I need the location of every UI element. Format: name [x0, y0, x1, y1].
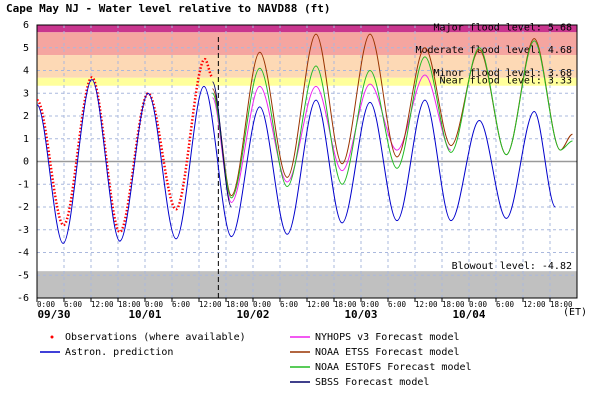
- y-tick-label: 3: [23, 88, 29, 99]
- x-tick-label: 0:00: [253, 300, 272, 309]
- date-label: 10/02: [236, 308, 269, 321]
- x-tick-label: 6:00: [64, 300, 83, 309]
- y-tick-label: 5: [23, 43, 29, 54]
- x-tick-label: 12:00: [523, 300, 546, 309]
- time-zone-label: (ET): [563, 307, 587, 318]
- y-tick-label: 0: [23, 157, 29, 168]
- threshold-band: [37, 25, 577, 33]
- y-tick-label: 1: [23, 134, 29, 145]
- x-tick-label: 12:00: [307, 300, 330, 309]
- legend-label: NOAA ESTOFS Forecast model: [315, 362, 472, 373]
- legend-marker: [50, 335, 54, 339]
- x-tick-label: 18:00: [442, 300, 465, 309]
- x-tick-label: 12:00: [91, 300, 114, 309]
- legend-label: Observations (where available): [65, 332, 246, 343]
- series-line: [212, 74, 452, 203]
- series-line: [36, 79, 556, 244]
- threshold-label: Blowout level: -4.82: [452, 261, 572, 272]
- y-tick-label: -3: [17, 225, 29, 236]
- x-tick-label: 0:00: [145, 300, 164, 309]
- x-tick-label: 0:00: [469, 300, 488, 309]
- x-tick-label: 6:00: [388, 300, 407, 309]
- y-tick-label: 4: [23, 66, 29, 77]
- series-line: [35, 57, 214, 234]
- y-tick-label: -6: [17, 293, 29, 304]
- series-line: [212, 81, 232, 208]
- y-tick-label: 2: [23, 111, 29, 122]
- x-tick-label: 6:00: [496, 300, 515, 309]
- series-line: [212, 40, 573, 199]
- x-tick-label: 6:00: [280, 300, 299, 309]
- chart-title: Cape May NJ - Water level relative to NA…: [6, 2, 331, 15]
- x-tick-label: 18:00: [226, 300, 249, 309]
- x-tick-label: 18:00: [334, 300, 357, 309]
- legend-label: Astron. prediction: [65, 347, 173, 358]
- date-label: 10/03: [344, 308, 377, 321]
- legend-label: SBSS Forecast model: [315, 377, 429, 388]
- x-tick-label: 6:00: [172, 300, 191, 309]
- date-label: 10/01: [128, 308, 161, 321]
- legend-label: NYHOPS v3 Forecast model: [315, 332, 460, 343]
- x-tick-label: 12:00: [415, 300, 438, 309]
- y-tick-label: -2: [17, 202, 29, 213]
- threshold-label: Moderate flood level: 4.68: [415, 45, 572, 56]
- y-tick-label: -1: [17, 179, 29, 190]
- threshold-label: Near flood level: 3.33: [440, 76, 572, 87]
- legend-label: NOAA ETSS Forecast model: [315, 347, 460, 358]
- x-tick-label: 18:00: [550, 300, 573, 309]
- threshold-label: Major flood level: 5.68: [434, 22, 572, 33]
- x-tick-label: 0:00: [37, 300, 56, 309]
- y-tick-label: -4: [17, 248, 29, 259]
- x-tick-label: 18:00: [118, 300, 141, 309]
- y-tick-label: -5: [17, 270, 29, 281]
- date-label: 10/04: [452, 308, 485, 321]
- x-tick-label: 0:00: [361, 300, 380, 309]
- y-tick-label: 6: [23, 20, 29, 31]
- plot-frame: [36, 24, 578, 299]
- threshold-label: Minor flood level: 3.68: [434, 68, 572, 79]
- date-label: 09/30: [37, 308, 70, 321]
- x-tick-label: 12:00: [199, 300, 222, 309]
